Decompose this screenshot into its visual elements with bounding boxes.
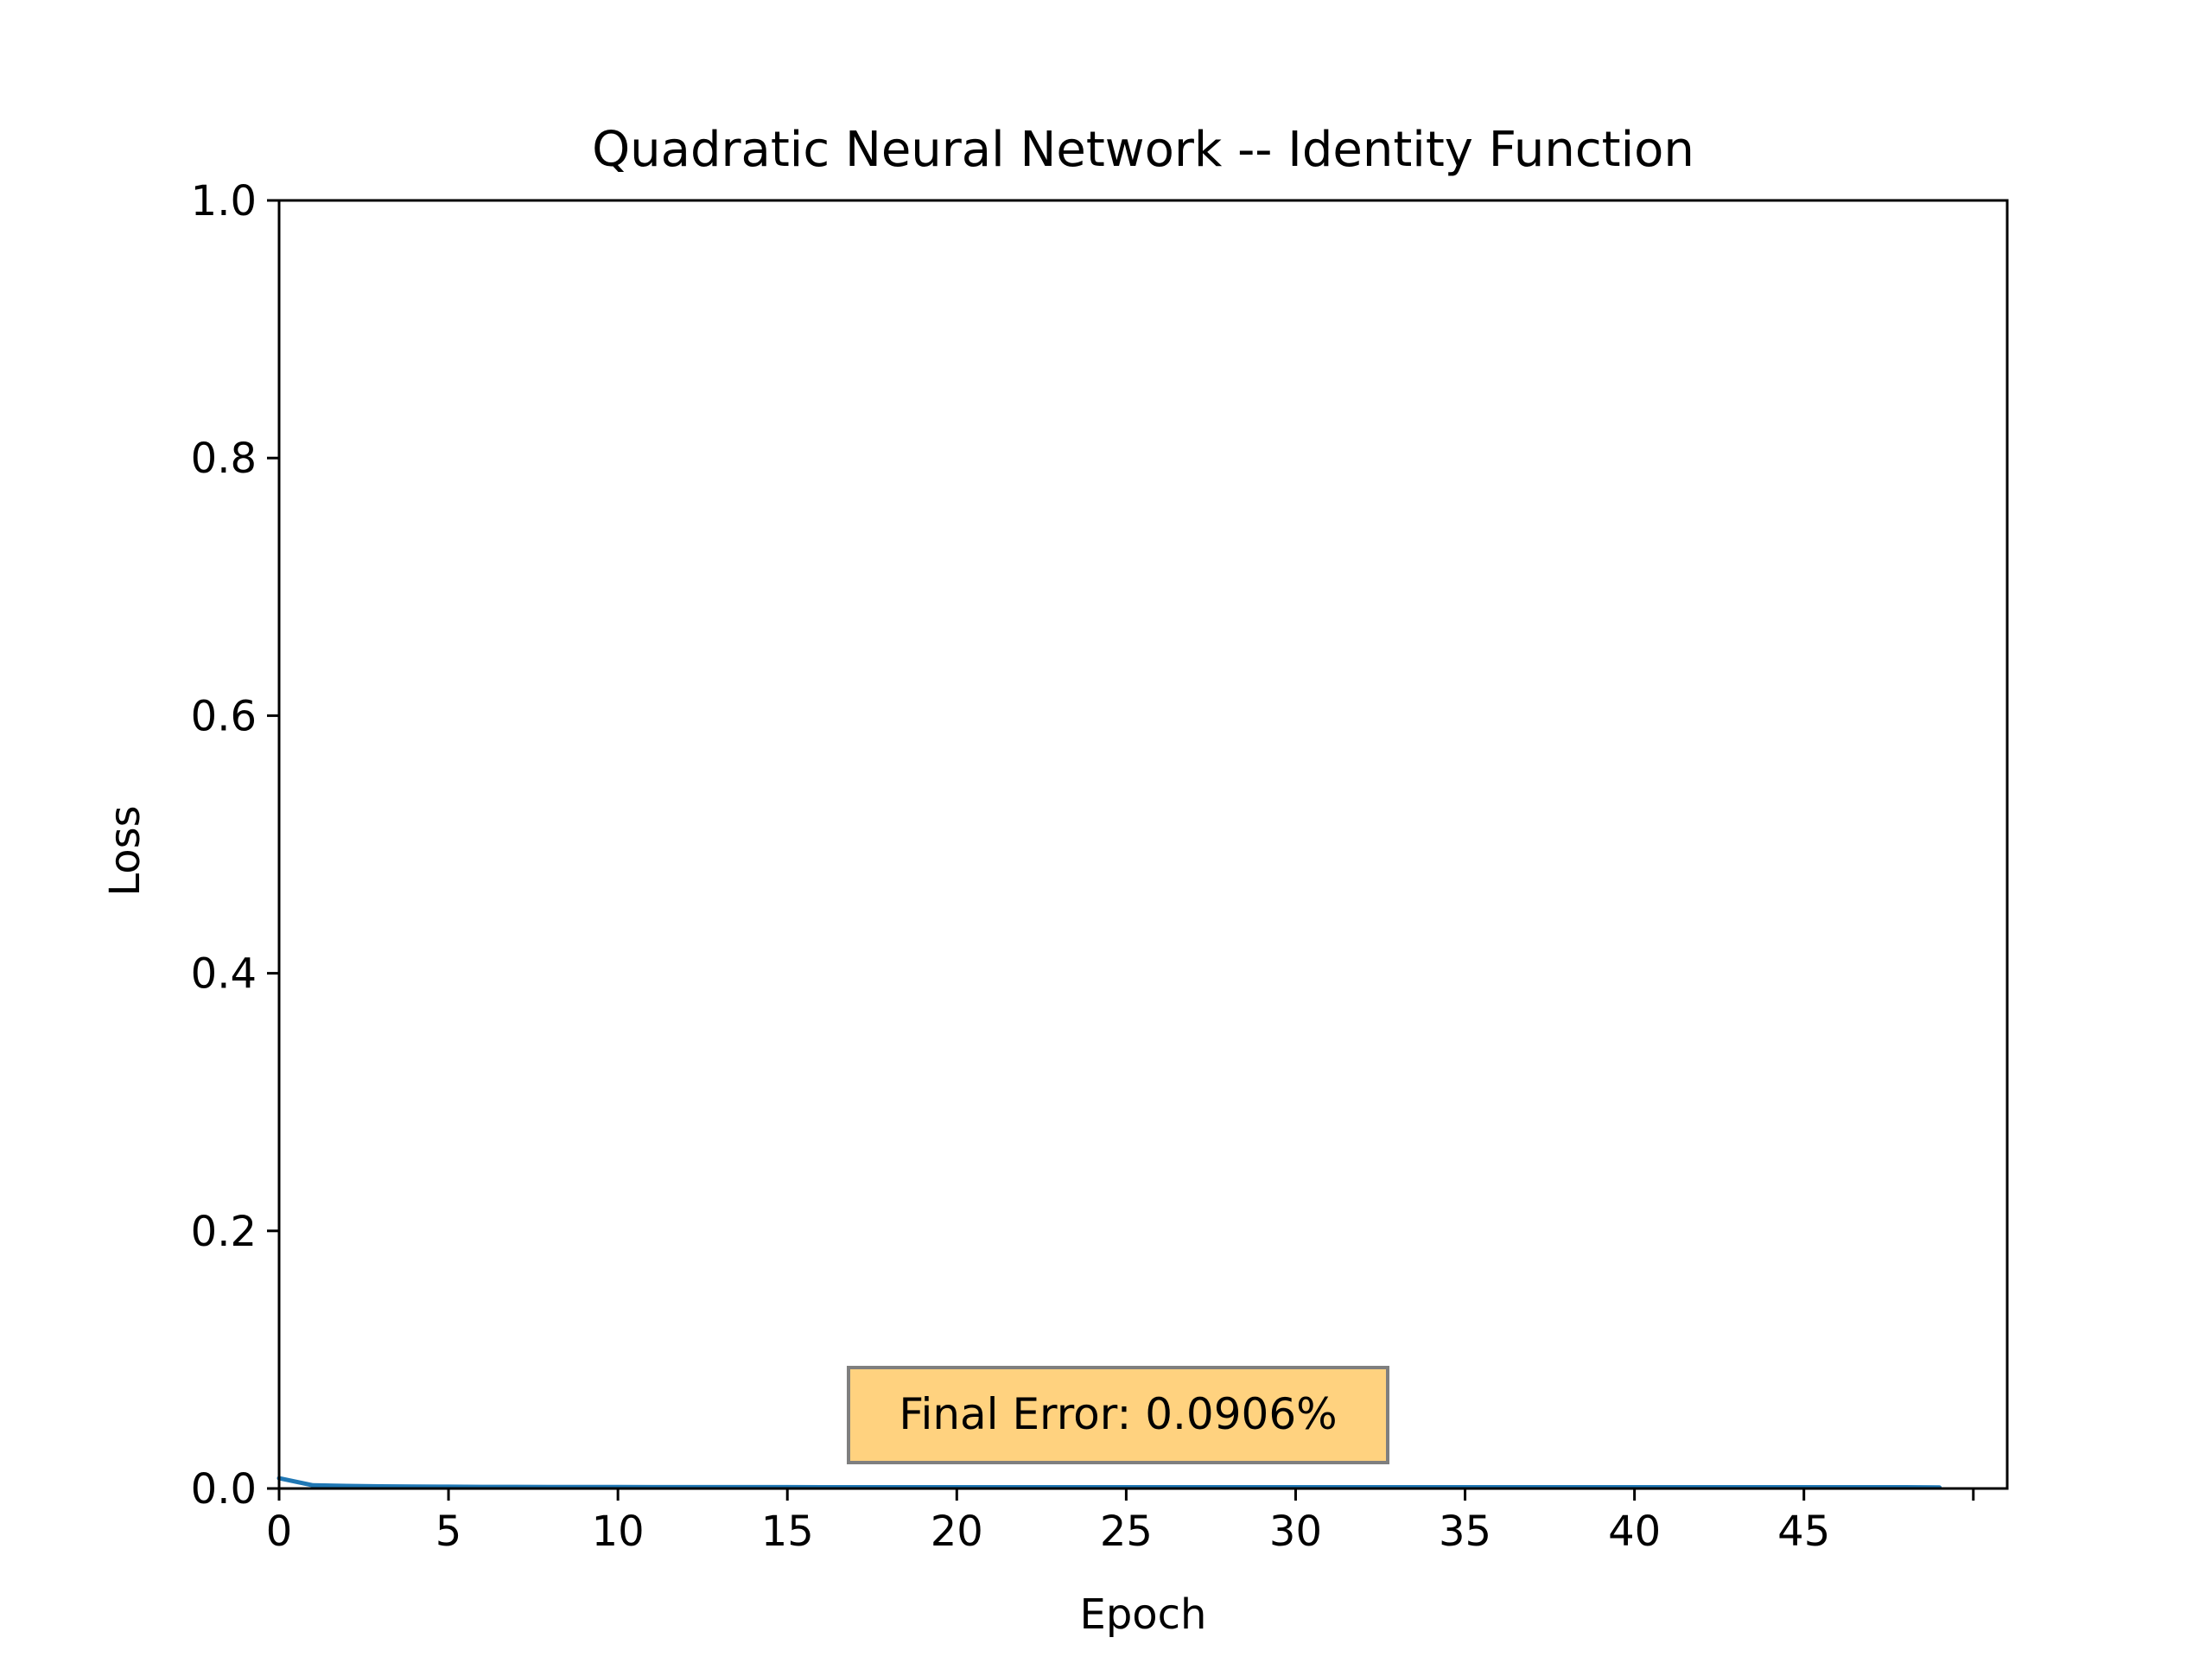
y-tick-label: 0.2 [191,1208,257,1256]
x-tick-label: 15 [761,1507,814,1556]
x-tick-label: 35 [1439,1507,1491,1556]
annotation-box [847,1366,1389,1464]
chart-title: Quadratic Neural Network -- Identity Fun… [592,122,1694,178]
x-tick-label: 40 [1608,1507,1661,1556]
y-tick-label: 0.4 [191,950,257,999]
x-tick-label: 0 [266,1507,293,1556]
x-tick-label: 25 [1100,1507,1153,1556]
x-axis-label: Epoch [1080,1590,1207,1639]
x-tick-label: 20 [931,1507,983,1556]
final-error-annotation: Final Error: 0.0906% [847,1366,1389,1464]
y-tick-label: 1.0 [191,177,257,225]
y-axis-ticks: 0.0 0.2 0.4 0.6 0.8 1.0 [191,177,279,1514]
x-tick-label: 30 [1269,1507,1322,1556]
y-tick-label: 0.8 [191,435,257,483]
x-axis-ticks: 0 5 10 15 20 25 30 35 40 45 [266,1488,1975,1556]
x-tick-label: 10 [592,1507,645,1556]
y-tick-label: 0.6 [191,692,257,740]
plot-frame [277,199,2009,1490]
y-axis-label: Loss [101,805,149,896]
x-tick-label: 45 [1777,1507,1830,1556]
annotation-text: Final Error: 0.0906% [899,1389,1337,1439]
x-tick-label: 5 [435,1507,462,1556]
y-tick-label: 0.0 [191,1465,257,1514]
